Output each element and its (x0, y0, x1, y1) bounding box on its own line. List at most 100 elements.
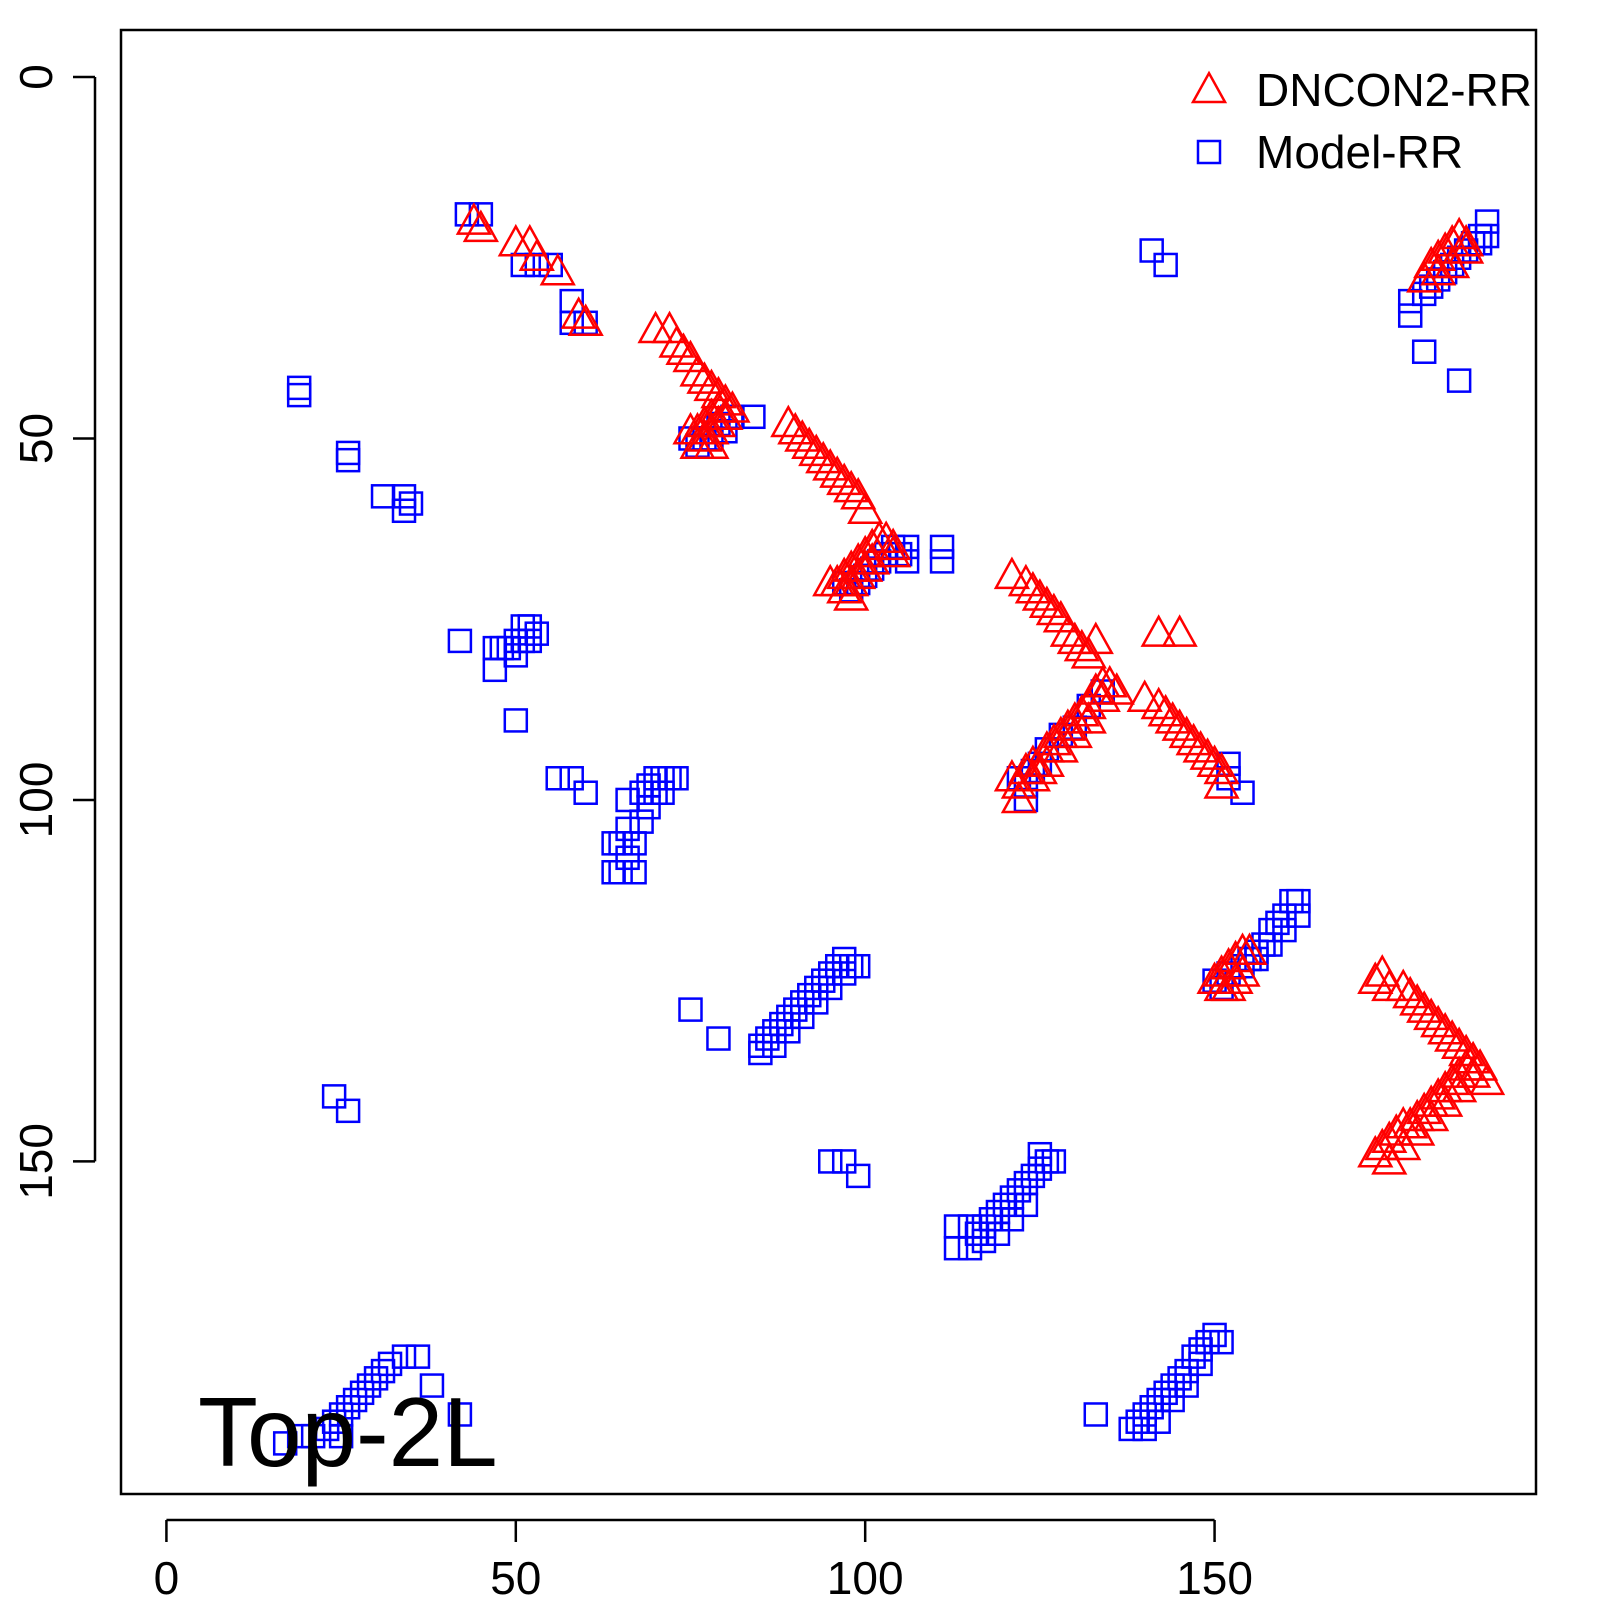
data-point-square (748, 1040, 773, 1066)
data-point-square (517, 614, 543, 639)
x-tick-label: 150 (1176, 1552, 1253, 1600)
legend-label: DNCON2-RR (1256, 64, 1532, 116)
data-point-square (706, 1026, 731, 1051)
data-point-triangle (812, 448, 849, 481)
data-point-triangle (1028, 744, 1065, 778)
data-point-triangle (1021, 578, 1059, 611)
data-point-square (657, 766, 682, 791)
data-point-triangle (700, 390, 737, 423)
data-point-square (1027, 1156, 1053, 1181)
data-point-square (845, 953, 871, 979)
data-point-square (608, 860, 633, 885)
data-point-square (335, 440, 361, 466)
data-point-triangle (1434, 245, 1471, 279)
data-point-triangle (1399, 983, 1436, 1016)
data-point-square (650, 766, 675, 791)
data-point-triangle (1196, 744, 1233, 778)
data-point-triangle (1203, 751, 1240, 785)
data-point-triangle (1084, 679, 1121, 712)
data-point-triangle (1161, 614, 1198, 647)
data-point-triangle (1454, 1055, 1492, 1088)
data-point-square (1146, 1409, 1171, 1434)
x-tick-label: 100 (827, 1552, 904, 1600)
data-point-triangle (1406, 990, 1443, 1023)
data-point-square (1202, 1322, 1227, 1348)
data-point-triangle (1028, 585, 1065, 619)
series-model-rr (272, 202, 1500, 1456)
legend-label: Model-RR (1256, 126, 1463, 178)
plot-frame (119, 28, 1538, 1496)
data-point-triangle (1014, 570, 1052, 604)
data-point-square (300, 1423, 326, 1449)
data-point-square (1397, 303, 1423, 328)
data-point-triangle (1000, 780, 1038, 814)
data-point-square (1258, 932, 1283, 957)
data-point-square (1411, 281, 1437, 307)
data-point-square (845, 1163, 871, 1189)
data-point-triangle (1140, 686, 1177, 720)
data-point-square (615, 816, 640, 842)
data-point-triangle (993, 556, 1031, 590)
data-point-triangle (1224, 954, 1261, 987)
data-point-triangle (658, 325, 695, 358)
data-point-square (328, 1423, 354, 1449)
data-point-triangle (665, 332, 702, 365)
x-tick-label: 0 (154, 1552, 180, 1600)
data-point-triangle (707, 397, 744, 431)
data-point-triangle (1447, 231, 1485, 264)
data-point-triangle (1447, 1048, 1485, 1081)
data-point-square (741, 404, 766, 430)
data-point-square (419, 1373, 445, 1398)
data-point-square (964, 1221, 990, 1246)
data-point-square (1397, 288, 1423, 314)
data-point-square (321, 1084, 347, 1109)
data-point-square (643, 780, 668, 805)
data-point-square (769, 1011, 794, 1037)
data-point-square (447, 628, 473, 654)
data-point-square (447, 1402, 473, 1427)
data-point-triangle (1035, 592, 1072, 626)
data-point-square (573, 780, 598, 805)
data-point-square (356, 1373, 382, 1398)
data-point-triangle (784, 419, 821, 452)
data-point-square (377, 1351, 403, 1377)
data-point-square (1013, 1192, 1039, 1218)
data-point-square (335, 447, 361, 473)
data-point-square (957, 1214, 983, 1239)
data-point-square (1020, 1163, 1046, 1189)
data-point-square (790, 1004, 815, 1030)
data-point-square (636, 773, 661, 798)
data-point-square (978, 1207, 1004, 1232)
data-point-square (321, 1409, 347, 1434)
data-point-square (1286, 903, 1311, 928)
data-point-square (1139, 238, 1164, 263)
data-point-triangle (791, 426, 828, 459)
data-point-square (929, 534, 955, 560)
data-point-square (755, 1026, 780, 1051)
data-point-triangle (1447, 223, 1485, 257)
data-point-triangle (679, 354, 716, 387)
data-point-triangle (1140, 614, 1177, 647)
data-point-triangle (679, 426, 716, 459)
legend-marker-square (1196, 139, 1222, 165)
data-point-square (797, 982, 822, 1008)
data-point-square (1174, 1373, 1199, 1398)
y-tick-label: 50 (10, 413, 62, 464)
data-point-triangle (1182, 729, 1219, 763)
data-point-triangle (1413, 997, 1450, 1031)
annotation-label: Top-2L (198, 1377, 498, 1487)
data-point-square (790, 990, 815, 1015)
data-point-square (503, 628, 529, 654)
data-point-square (985, 1199, 1011, 1225)
data-point-square (811, 968, 836, 993)
data-point-triangle (875, 534, 912, 568)
data-point-triangle (798, 433, 835, 467)
data-point-square (1027, 1141, 1053, 1167)
data-point-square (601, 860, 626, 885)
data-point-square (335, 1394, 361, 1420)
data-point-square (1474, 223, 1500, 249)
data-point-square (678, 997, 703, 1022)
data-point-triangle (1420, 1004, 1457, 1038)
data-point-square (503, 643, 529, 668)
y-tick-label: 100 (10, 762, 62, 839)
